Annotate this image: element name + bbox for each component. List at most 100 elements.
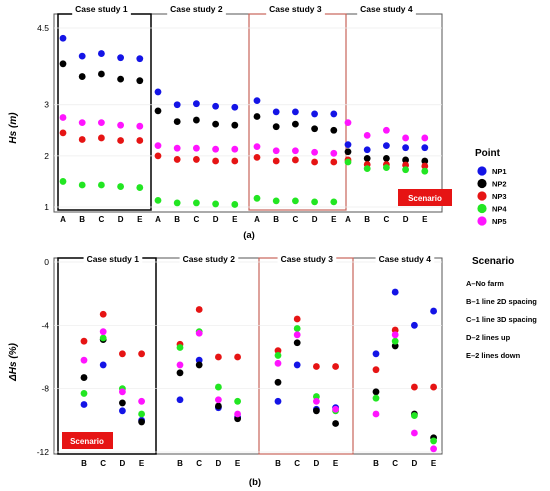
case-label-case-study-2: Case study 2: [183, 254, 236, 264]
category-label-e: E: [331, 215, 337, 224]
point-np3-case-study-2-c: [193, 156, 200, 163]
point-np2-case-study-1-b: [80, 374, 88, 381]
category-label-d: D: [120, 459, 126, 468]
category-label-d: D: [216, 459, 222, 468]
legend-marker-np1: [477, 166, 487, 176]
point-np5-case-study-3-e: [330, 149, 338, 157]
point-np4-case-study-2-a: [154, 196, 162, 204]
point-np3-case-study-3-c: [292, 156, 299, 164]
point-np5-case-study-4-e: [421, 134, 429, 142]
point-np1-case-study-2-b: [176, 396, 184, 404]
point-np2-case-study-2-c: [195, 361, 203, 369]
point-np2-case-study-3-d: [313, 407, 320, 415]
point-np2-case-study-3-e: [332, 420, 339, 427]
point-np2-case-study-4-a: [344, 148, 352, 156]
scenario-description: D–2 lines up: [466, 333, 511, 342]
point-np1-case-study-1-c: [99, 361, 107, 369]
point-np3-case-study-2-c: [195, 306, 203, 313]
point-np2-case-study-2-e: [231, 121, 239, 129]
category-label-c: C: [294, 459, 300, 468]
point-np3-case-study-4-e: [421, 162, 429, 170]
category-label-b: B: [174, 215, 180, 224]
point-np3-case-study-1-c: [98, 134, 105, 142]
point-np4-case-study-1-b: [78, 181, 86, 189]
category-label-c: C: [384, 215, 390, 224]
point-np2-case-study-4-b: [372, 388, 380, 396]
point-np2-case-study-2-b: [176, 369, 184, 377]
point-np3-case-study-1-a: [59, 129, 67, 137]
point-np1-case-study-2-a: [154, 88, 162, 96]
point-np2-case-study-3-a: [253, 113, 261, 120]
category-label-c: C: [194, 215, 200, 224]
category-label-d: D: [412, 459, 418, 468]
point-np4-case-study-3-b: [272, 197, 280, 205]
point-np5-case-study-1-d: [119, 388, 126, 396]
panel-a-case-labels: Case study 1 Case study 2 Case study 3 Case…: [72, 3, 416, 15]
point-np1-case-study-1-d: [117, 54, 124, 62]
category-label-d: D: [314, 459, 320, 468]
y-tick-label: 3: [44, 100, 49, 110]
case-label-background: [167, 3, 226, 15]
scenario-description: C–1 line 3D spacing: [466, 315, 537, 324]
point-np5-case-study-2-c: [195, 329, 203, 337]
legend-label-np3: NP3: [492, 192, 507, 201]
case-label-background: [83, 253, 143, 265]
point-np2-case-study-3-d: [311, 125, 318, 133]
point-np3-case-study-4-d: [411, 383, 418, 391]
panel-b-legend-title: Scenario: [472, 256, 514, 267]
point-np5-case-study-1-e: [138, 397, 146, 405]
point-np1-case-study-3-d: [311, 110, 318, 118]
point-np2-case-study-4-c: [383, 155, 390, 162]
case-label-case-study-4: Case study 4: [360, 4, 413, 14]
point-np5-case-study-3-e: [332, 405, 339, 413]
point-np5-case-study-1-a: [59, 114, 67, 121]
panel-b-points: [80, 288, 437, 453]
point-np1-case-study-3-b: [272, 108, 280, 116]
point-np3-case-study-3-b: [272, 157, 280, 165]
point-np1-case-study-1-e: [136, 55, 144, 63]
y-tick-label: 1: [44, 202, 49, 212]
legend-marker-np2: [477, 178, 487, 189]
point-np4-case-study-1-e: [138, 410, 146, 418]
point-np1-case-study-1-b: [78, 52, 86, 60]
point-np2-case-study-3-e: [330, 126, 338, 134]
panel-b-scenario-badge-label: Scenario: [70, 437, 104, 446]
point-np5-case-study-4-b: [363, 132, 371, 139]
point-np3-case-study-4-c: [391, 326, 399, 334]
point-np4-case-study-4-b: [363, 165, 371, 173]
point-np3-case-study-3-d: [313, 363, 320, 370]
point-np5-case-study-3-c: [292, 147, 299, 155]
point-np5-case-study-4-c: [391, 331, 399, 339]
case-label-case-study-3: Case study 3: [269, 4, 322, 14]
panel-a-case-1-box: [57, 13, 152, 211]
panel-b-caption: (b): [249, 477, 261, 488]
point-np2-case-study-1-c: [98, 70, 105, 78]
panel-b-scenario-list: A–No farm B–1 line 2D spacing C–1 line 3D …: [466, 279, 537, 360]
panel-b-case-labels: Case study 1 Case study 2 Case study 3 Case…: [83, 253, 435, 265]
point-np4-case-study-3-d: [313, 393, 320, 400]
panel-a-points: [59, 34, 429, 208]
point-np4-case-study-4-e: [421, 167, 429, 175]
point-np5-case-study-1-b: [80, 356, 88, 364]
point-np4-case-study-2-d: [212, 200, 220, 208]
legend-marker-np5: [477, 216, 487, 226]
point-np5-case-study-3-c: [293, 331, 301, 339]
point-np4-case-study-1-d: [117, 183, 124, 190]
case-label-background: [266, 3, 325, 15]
point-np4-case-study-3-e: [330, 198, 338, 206]
point-np1-case-study-4-c: [383, 142, 390, 150]
point-np1-case-study-3-c: [293, 361, 301, 369]
point-np4-case-study-3-d: [311, 198, 318, 206]
point-np4-case-study-4-c: [391, 337, 399, 345]
point-np1-case-study-4-a: [344, 141, 352, 149]
legend-marker-np3: [477, 191, 487, 201]
point-np2-case-study-1-e: [138, 418, 146, 426]
point-np5-case-study-2-a: [154, 142, 162, 150]
point-np4-case-study-1-c: [99, 334, 107, 342]
point-np1-case-study-1-d: [119, 407, 126, 415]
point-np4-case-study-2-d: [215, 383, 222, 391]
point-np4-case-study-2-e: [231, 201, 239, 208]
point-np2-case-study-2-d: [215, 402, 222, 410]
